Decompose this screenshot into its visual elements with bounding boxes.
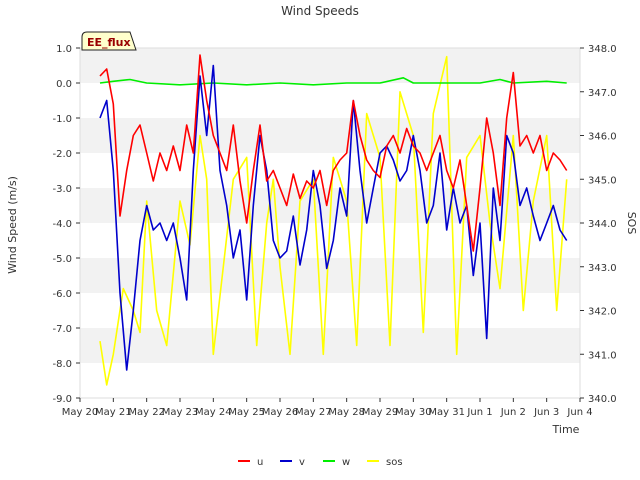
y2-tick-label: 346.0 bbox=[588, 132, 617, 143]
series-line-w bbox=[99, 77, 567, 86]
y2-tick-label: 342.0 bbox=[588, 307, 617, 318]
legend: u v w sos bbox=[238, 457, 403, 468]
y-axis-ticks: 1.0 0.0 -1.0 -2.0 -3.0 -4.0 -5.0 -6.0 -7.0 -8.0 -9… bbox=[52, 44, 80, 405]
ee-flux-badge: EE_flux bbox=[81, 31, 137, 51]
x-tick-label: May 29 bbox=[362, 407, 399, 418]
y2-tick-label: 343.0 bbox=[588, 263, 617, 274]
y-tick-label: -2.0 bbox=[52, 149, 72, 160]
y2-tick-label: 345.0 bbox=[588, 175, 617, 186]
x-tick-label: May 23 bbox=[162, 407, 199, 418]
y-tick-label: -4.0 bbox=[52, 219, 72, 230]
x-tick-label: May 20 bbox=[62, 407, 99, 418]
y-tick-label: -5.0 bbox=[52, 254, 72, 265]
chart-title: Wind Speeds bbox=[281, 4, 359, 18]
plot-bands bbox=[80, 48, 580, 363]
y-tick-label: -9.0 bbox=[52, 394, 72, 405]
legend-label-w: w bbox=[342, 457, 350, 468]
y-tick-label: -1.0 bbox=[52, 114, 72, 125]
x-tick-label: Jun 3 bbox=[533, 407, 559, 418]
series-line-u bbox=[99, 54, 568, 252]
plot-band bbox=[80, 328, 580, 363]
legend-label-u: u bbox=[257, 457, 263, 468]
y-tick-label: 1.0 bbox=[56, 44, 72, 55]
y2-tick-label: 348.0 bbox=[588, 44, 617, 55]
x-tick-label: May 30 bbox=[395, 407, 432, 418]
y-tick-label: -6.0 bbox=[52, 289, 72, 300]
x-tick-label: May 22 bbox=[128, 407, 165, 418]
x-tick-label: Jun 1 bbox=[466, 407, 492, 418]
x-axis-label: Time bbox=[552, 423, 580, 436]
y2-axis-label: SOS bbox=[625, 212, 638, 235]
x-tick-label: Jun 4 bbox=[566, 407, 592, 418]
badge-shape bbox=[81, 31, 137, 51]
y-tick-label: -7.0 bbox=[52, 324, 72, 335]
y2-tick-label: 347.0 bbox=[588, 88, 617, 99]
y2-axis-ticks: 348.0 347.0 346.0 345.0 344.0 343.0 342.0 341.0… bbox=[580, 44, 617, 405]
y2-tick-label: 341.0 bbox=[588, 350, 617, 361]
y-tick-label: -3.0 bbox=[52, 184, 72, 195]
legend-label-sos: sos bbox=[386, 457, 403, 468]
series-lines bbox=[99, 54, 568, 386]
y2-tick-label: 340.0 bbox=[588, 394, 617, 405]
x-tick-label: May 24 bbox=[195, 407, 232, 418]
series-line-sos bbox=[99, 55, 568, 386]
y-tick-label: 0.0 bbox=[56, 79, 72, 90]
plot-band bbox=[80, 118, 580, 153]
x-tick-label: May 26 bbox=[262, 407, 299, 418]
badge-label: EE_flux bbox=[87, 36, 131, 49]
y-axis-label: Wind Speed (m/s) bbox=[6, 176, 19, 274]
x-tick-label: May 31 bbox=[428, 407, 465, 418]
x-tick-label: May 27 bbox=[295, 407, 332, 418]
x-tick-label: May 28 bbox=[328, 407, 365, 418]
series-line-v bbox=[99, 64, 568, 371]
y2-tick-label: 344.0 bbox=[588, 219, 617, 230]
x-tick-label: May 21 bbox=[95, 407, 132, 418]
y-tick-label: -8.0 bbox=[52, 359, 72, 370]
x-tick-label: May 25 bbox=[228, 407, 265, 418]
legend-label-v: v bbox=[299, 457, 305, 468]
x-tick-label: Jun 2 bbox=[500, 407, 526, 418]
plot-band bbox=[80, 48, 580, 83]
